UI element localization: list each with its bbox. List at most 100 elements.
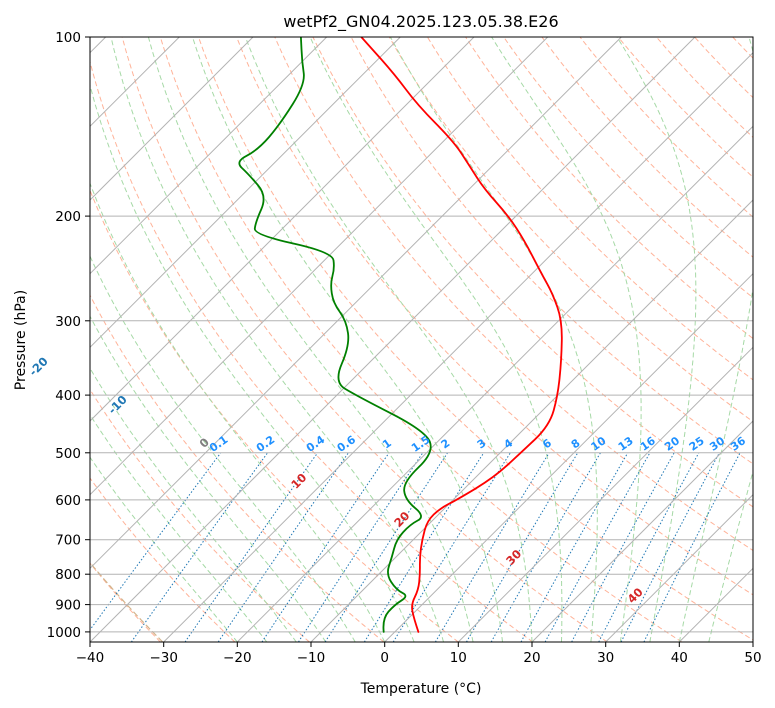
mixing-ratio-label: 0.4 [304,433,328,455]
isotherm-line [678,567,753,642]
dry-adiabat-line [236,37,753,596]
dry-adiabat-line [388,37,753,423]
moist-adiabat-line [309,37,563,642]
x-tick-label: −20 [223,650,252,666]
moist-adiabat-line [491,37,642,642]
isotherm-line [163,51,753,642]
dry-adiabat-line [274,37,753,552]
y-tick-label: 400 [55,388,81,404]
x-axis-label: Temperature (°C) [360,681,482,697]
mixing-ratio-label: 20 [662,434,682,454]
mixing-ratio-label: 13 [616,434,636,453]
x-tick-label: 30 [597,650,614,666]
dry-adiabat-line [312,37,753,508]
x-tick-label: 50 [744,650,761,666]
dry-adiabat-label: -10 [105,392,130,417]
mixing-ratio-label: 3 [475,436,489,451]
x-tick-label: 40 [671,650,688,666]
mixing-ratio-line [261,452,390,642]
dry-adiabat-line [771,37,775,642]
mixing-ratio-line [324,452,448,642]
dry-adiabat-line [426,37,753,381]
mixing-ratio-line [620,452,720,642]
x-tick-label: −40 [76,650,105,666]
mixing-ratio-line [598,452,700,642]
mixing-ratio-line [184,452,319,642]
isotherm-line [90,37,475,422]
mixing-ratio-label: 10 [588,434,608,454]
y-tick-label: 100 [55,30,81,46]
isotherm-line [457,346,753,642]
mixing-ratio-label: 25 [687,434,707,453]
x-tick-label: −10 [297,650,326,666]
plot-frame [89,36,754,643]
dry-adiabat-label: 10 [288,470,309,491]
y-tick-label: 300 [55,314,81,330]
y-tick-label: 200 [55,209,81,225]
moist-adiabat-line [110,37,445,642]
isotherm-line [90,37,622,570]
mixing-ratio-line [90,452,222,631]
moist-adiabat-line [244,37,533,642]
mixing-ratio-label: 8 [569,436,583,451]
x-tick-label: 20 [523,650,540,666]
isotherm-line [236,125,753,642]
grid-layer [0,37,775,642]
mixing-ratio-label: 1 [380,436,394,451]
isotherm-line [531,420,753,642]
dry-adiabat-line [90,562,161,642]
dry-adiabat-line [90,189,459,642]
y-tick-label: 900 [55,598,81,614]
dry-adiabat-label: -20 [26,354,51,379]
dry-adiabat-line [159,37,683,642]
y-tick-label: 800 [55,567,81,583]
dry-adiabat-line [90,59,534,642]
moist-adiabat-line [90,413,268,642]
dry-adiabat-line [90,388,310,642]
mixing-ratio-line [130,452,269,642]
isotherm-line [384,272,753,642]
mixing-ratio-line [392,452,511,642]
moist-adiabat-line [90,456,238,642]
moist-adiabat-line [90,255,356,642]
isotherm-line [605,493,753,642]
isotherm-line [90,37,696,642]
moist-adiabat-line [708,469,753,642]
dry-adiabat-line [465,37,753,340]
dry-adiabat-line [503,37,753,299]
y-tick-label: 600 [55,493,81,509]
dewpoint-profile-line [238,37,432,633]
ice-curve-line [90,561,164,642]
chart-title: wetPf2_GN04.2025.123.05.38.E26 [283,12,558,32]
moist-adiabat-line [192,37,503,642]
mixing-ratio-line [434,452,550,642]
dry-adiabat-line [656,37,753,138]
moist-adiabat-line [616,37,697,642]
moist-adiabat-line [147,37,474,642]
moist-adiabat-line [90,182,386,642]
moist-adiabat-line [678,37,753,642]
label-layer: 0.10.20.40.611.52346810131620253036-100-… [26,354,748,606]
mixing-ratio-line [363,452,485,642]
series-layer [238,37,563,633]
dry-adiabat-line [694,37,753,99]
dry-adiabat-line [121,37,608,642]
y-tick-label: 500 [55,446,81,462]
isotherm-line [90,37,401,349]
moist-adiabat-line [90,315,327,642]
mixing-ratio-label: 2 [439,436,453,451]
dry-adiabat-line [90,294,385,642]
dry-adiabat-label: 30 [503,547,524,568]
mixing-ratio-line [217,452,349,642]
dry-adiabat-line [90,477,236,642]
dry-adiabat-line [350,37,753,465]
mixing-ratio-label: 36 [728,434,748,454]
mixing-ratio-label: 0.2 [254,433,277,455]
x-tick-label: 10 [450,650,467,666]
dry-adiabat-line [732,37,753,59]
mixing-ratio-line [490,452,601,642]
moist-adiabat-line [90,83,415,642]
axis-ticks: −40 −30 −20 −10 0 10 20 30 40 50 100 200 300 400 500 60… [47,30,762,666]
dry-adiabat-line [0,37,11,642]
